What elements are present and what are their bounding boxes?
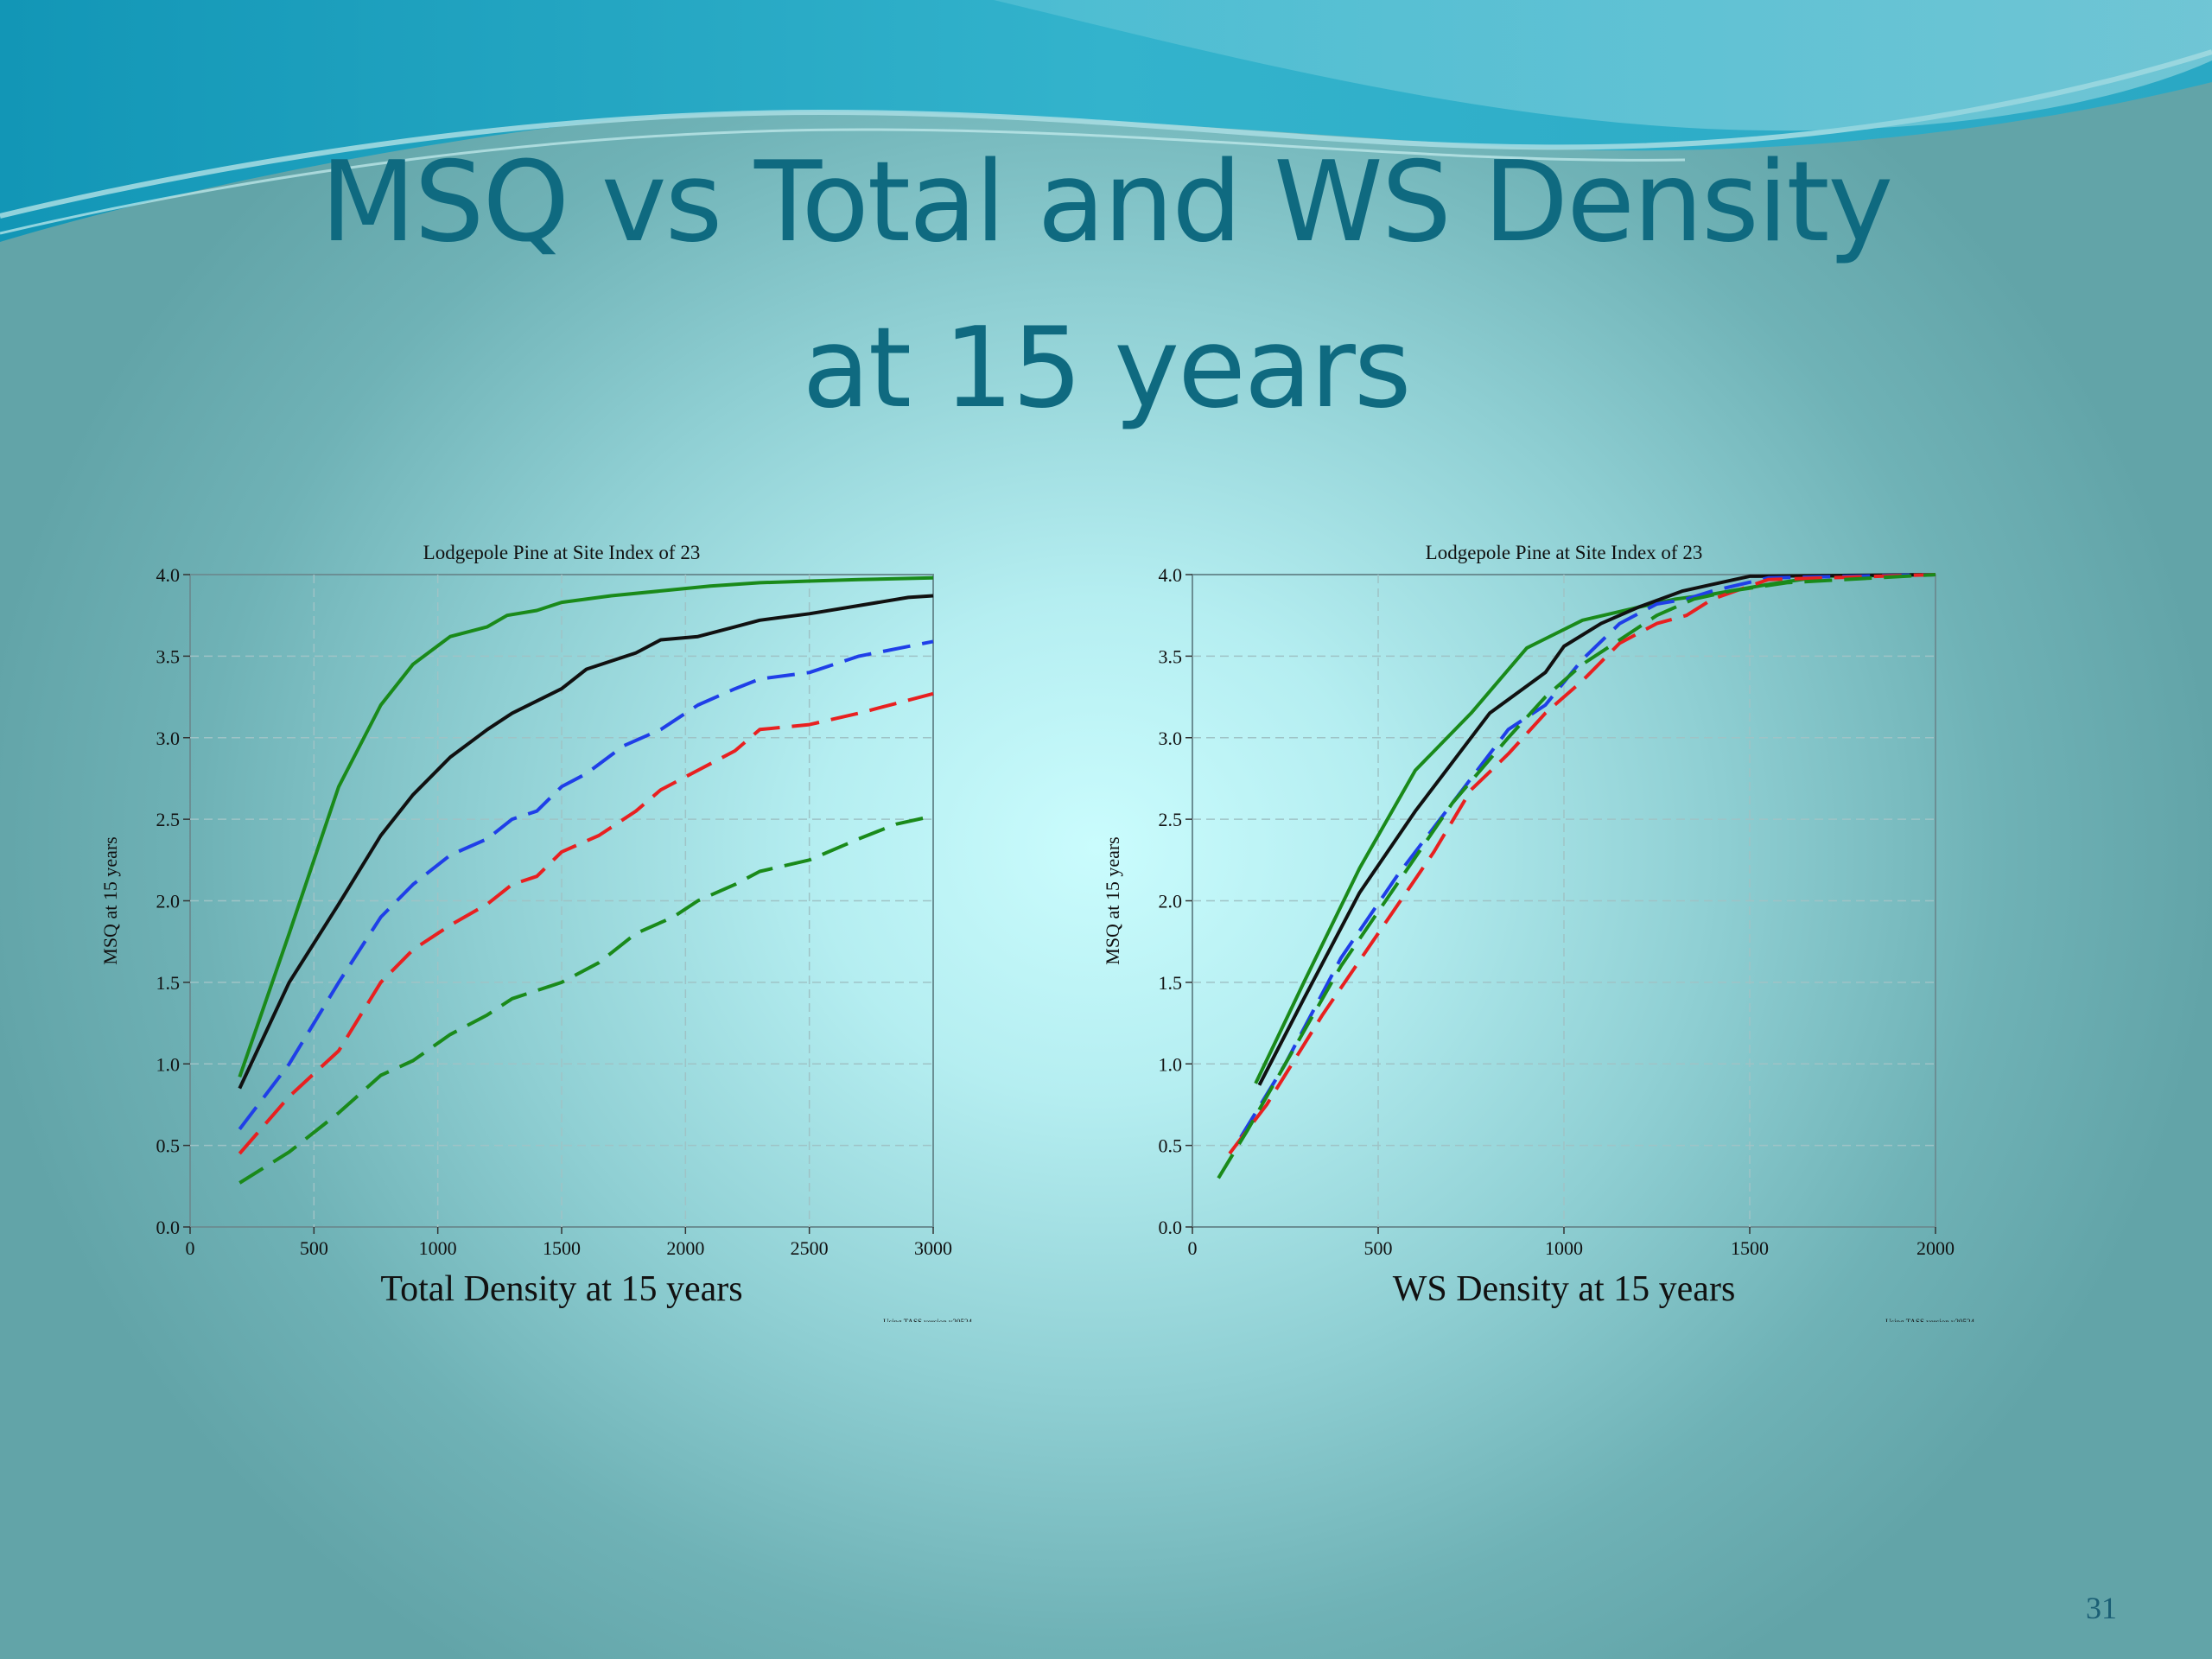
x-tick-label: 500 — [1364, 1237, 1393, 1259]
y-tick-label: 2.5 — [1159, 809, 1183, 830]
header-wave-decoration — [0, 0, 2212, 242]
chart-svg: 0.0 0.5 1.0 1.5 2.0 2.5 3.0 3.5 4.0 0 500 1000 1500 2… — [1102, 542, 1974, 1326]
y-tick-label: 3.0 — [156, 728, 181, 749]
slide-page-number: 31 — [2086, 1591, 2117, 1625]
x-tick-label: 1500 — [1731, 1237, 1769, 1259]
chart-title: Lodgepole Pine at Site Index of 23 — [1426, 542, 1703, 563]
chart-footnote: Using TASS version v20524 — [1885, 1318, 1974, 1322]
x-axis-label: WS Density at 15 years — [1393, 1269, 1736, 1309]
x-tick-label: 1000 — [1545, 1237, 1583, 1259]
y-tick-label: 0.0 — [1159, 1217, 1183, 1238]
y-tick-label: 1.0 — [1159, 1053, 1183, 1075]
y-axis-label: MSQ at 15 years — [1102, 836, 1123, 964]
series-line-3 — [1239, 573, 1936, 1139]
series-line-3 — [238, 639, 934, 1131]
y-tick-label: 0.5 — [156, 1135, 181, 1157]
x-tick-label: 0 — [186, 1237, 195, 1259]
x-tick-label: 0 — [1188, 1237, 1198, 1259]
series-line-1 — [1254, 573, 1936, 1084]
y-tick-label: 1.0 — [156, 1053, 181, 1075]
chart-footnote: Using TASS version v20524 — [883, 1318, 972, 1322]
y-tick-label: 3.5 — [156, 645, 181, 667]
y-tick-label: 1.5 — [1159, 972, 1183, 994]
y-tick-label: 4.0 — [1159, 564, 1183, 586]
y-axis-label: MSQ at 15 years — [99, 836, 121, 964]
series-line-5 — [238, 814, 934, 1185]
y-tick-label: 2.0 — [156, 891, 181, 912]
chart-total-density: 0.0 0.5 1.0 1.5 2.0 2.5 3.0 3.5 4.0 0 500 1000 1500 2… — [69, 527, 1046, 1326]
series-line-5 — [1217, 573, 1936, 1179]
y-tick-label: 2.5 — [156, 809, 181, 830]
x-tick-label: 2000 — [666, 1237, 704, 1259]
x-tick-label: 1500 — [543, 1237, 581, 1259]
x-axis-label: Total Density at 15 years — [380, 1269, 742, 1309]
series-line-1 — [238, 575, 934, 1078]
series-line-2 — [1257, 573, 1936, 1086]
x-tick-label: 1000 — [419, 1237, 457, 1259]
y-tick-label: 0.5 — [1159, 1135, 1183, 1157]
y-tick-label: 0.0 — [156, 1217, 181, 1238]
y-tick-label: 2.0 — [1159, 891, 1183, 912]
y-tick-label: 3.0 — [1159, 728, 1183, 749]
x-tick-label: 500 — [300, 1237, 328, 1259]
y-tick-label: 4.0 — [156, 564, 181, 586]
slide-title-line-1: MSQ vs Total and WS Density — [320, 138, 1894, 267]
chart-title: Lodgepole Pine at Site Index of 23 — [423, 542, 701, 563]
slide-title-line-2: at 15 years — [802, 304, 1411, 433]
x-tick-label: 3000 — [914, 1237, 952, 1259]
y-tick-label: 3.5 — [1159, 645, 1183, 667]
series-line-4 — [238, 691, 934, 1155]
x-tick-label: 2000 — [1916, 1237, 1955, 1259]
chart-svg: 0.0 0.5 1.0 1.5 2.0 2.5 3.0 3.5 4.0 0 500 1000 1500 2… — [99, 542, 972, 1326]
x-tick-label: 2500 — [791, 1237, 829, 1259]
y-tick-label: 1.5 — [156, 972, 181, 994]
series-line-4 — [1228, 573, 1936, 1155]
series-line-2 — [238, 594, 934, 1090]
chart-ws-density: 0.0 0.5 1.0 1.5 2.0 2.5 3.0 3.5 4.0 0 500 1000 1500 2… — [1071, 527, 2048, 1326]
